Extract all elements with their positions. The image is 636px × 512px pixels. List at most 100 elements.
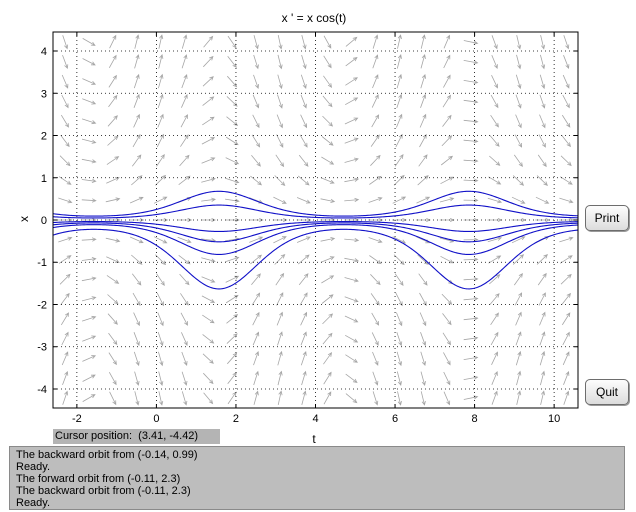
direction-arrow <box>516 35 522 50</box>
direction-arrow <box>538 292 546 306</box>
direction-arrow <box>490 331 499 346</box>
direction-arrow <box>81 158 97 164</box>
direction-arrow <box>515 331 522 346</box>
direction-arrow <box>277 74 283 90</box>
direction-arrow <box>371 332 379 346</box>
direction-arrow <box>108 352 117 366</box>
x-tick-label: 0 <box>153 413 159 425</box>
direction-arrow <box>372 74 379 89</box>
cursor-position-label: Cursor position: <box>55 430 133 442</box>
direction-arrow <box>109 34 117 49</box>
direction-arrow <box>368 197 383 203</box>
phase-plot[interactable]: x ' = x cos(t) x t -2 0 2 4 6 8 10 -4 -3 -2 -1 0 1 2 3… <box>0 0 636 446</box>
direction-arrow <box>321 136 334 146</box>
direction-arrow <box>82 355 97 362</box>
direction-arrow <box>134 371 140 386</box>
direction-arrow <box>370 274 381 286</box>
direction-arrow <box>156 133 164 148</box>
direction-arrow <box>60 135 70 148</box>
direction-arrow <box>277 350 283 366</box>
direction-arrow <box>277 35 283 50</box>
direction-arrow <box>82 335 97 342</box>
y-tick-label: 0 <box>41 215 47 227</box>
direction-arrow <box>416 236 431 244</box>
direction-arrow <box>512 254 525 265</box>
direction-arrow <box>417 254 429 265</box>
solution-curve <box>53 221 578 233</box>
direction-arrow <box>179 273 190 286</box>
direction-arrow <box>180 312 188 326</box>
direction-arrow <box>320 237 336 242</box>
direction-arrow <box>108 54 117 68</box>
direction-arrow <box>277 331 283 346</box>
quit-button[interactable]: Quit <box>585 379 629 405</box>
direction-arrow <box>62 390 69 405</box>
x-axis-label: t <box>312 432 316 446</box>
direction-arrow <box>301 34 307 50</box>
direction-arrow <box>344 277 359 283</box>
direction-arrow <box>253 351 259 366</box>
direction-arrow <box>516 390 522 405</box>
direction-arrow <box>320 198 336 203</box>
direction-arrow <box>392 236 407 244</box>
direction-arrow <box>442 332 452 346</box>
direction-arrow <box>344 315 359 323</box>
direction-arrow <box>491 55 498 69</box>
direction-arrow <box>420 391 426 406</box>
direction-arrow <box>490 114 499 128</box>
direction-arrow <box>443 34 451 49</box>
direction-arrow <box>370 293 380 306</box>
direction-arrow <box>513 154 523 168</box>
print-button[interactable]: Print <box>585 205 629 231</box>
direction-arrow <box>463 40 479 45</box>
direction-arrow <box>61 351 69 366</box>
direction-arrow <box>372 371 379 386</box>
direction-arrow <box>227 35 237 49</box>
direction-arrow <box>323 371 332 385</box>
log-line: Ready. <box>16 497 51 509</box>
direction-arrow <box>540 370 546 386</box>
direction-arrow <box>463 60 479 65</box>
direction-arrow <box>274 175 286 187</box>
direction-arrow <box>276 134 284 148</box>
direction-arrow <box>300 94 307 109</box>
direction-arrow <box>253 74 259 89</box>
direction-arrow <box>540 54 546 70</box>
direction-arrow <box>491 351 498 365</box>
solution-curve <box>53 224 578 256</box>
direction-arrow <box>81 276 97 282</box>
direction-arrow <box>539 311 546 326</box>
direction-arrow <box>158 54 164 69</box>
direction-arrow <box>440 176 454 185</box>
direction-arrow <box>203 372 214 385</box>
direction-arrow <box>180 293 189 306</box>
direction-arrow <box>559 197 574 204</box>
direction-arrow <box>443 391 451 406</box>
direction-arrow <box>275 272 285 286</box>
direction-arrow <box>81 296 97 302</box>
direction-arrow <box>273 196 287 204</box>
direction-arrow <box>105 197 121 203</box>
direction-arrow <box>371 312 380 326</box>
direction-arrow <box>60 312 69 326</box>
direction-arrow <box>563 55 570 70</box>
direction-arrow <box>225 177 240 184</box>
direction-arrow <box>322 95 333 108</box>
direction-arrow <box>562 94 570 109</box>
direction-arrow <box>344 296 359 303</box>
direction-arrow <box>563 35 570 50</box>
direction-arrow <box>322 313 334 325</box>
direction-arrow <box>82 394 96 402</box>
direction-arrow <box>372 351 379 366</box>
direction-arrow <box>181 34 188 49</box>
direction-arrow <box>58 197 73 204</box>
direction-arrow <box>134 54 140 69</box>
direction-arrow <box>106 256 120 263</box>
direction-arrow <box>463 336 479 341</box>
direction-arrow <box>274 253 286 265</box>
direction-arrow <box>441 293 453 305</box>
direction-arrow <box>62 35 69 50</box>
direction-arrow <box>463 119 479 124</box>
direction-arrow <box>562 74 570 89</box>
direction-arrow <box>540 390 546 405</box>
